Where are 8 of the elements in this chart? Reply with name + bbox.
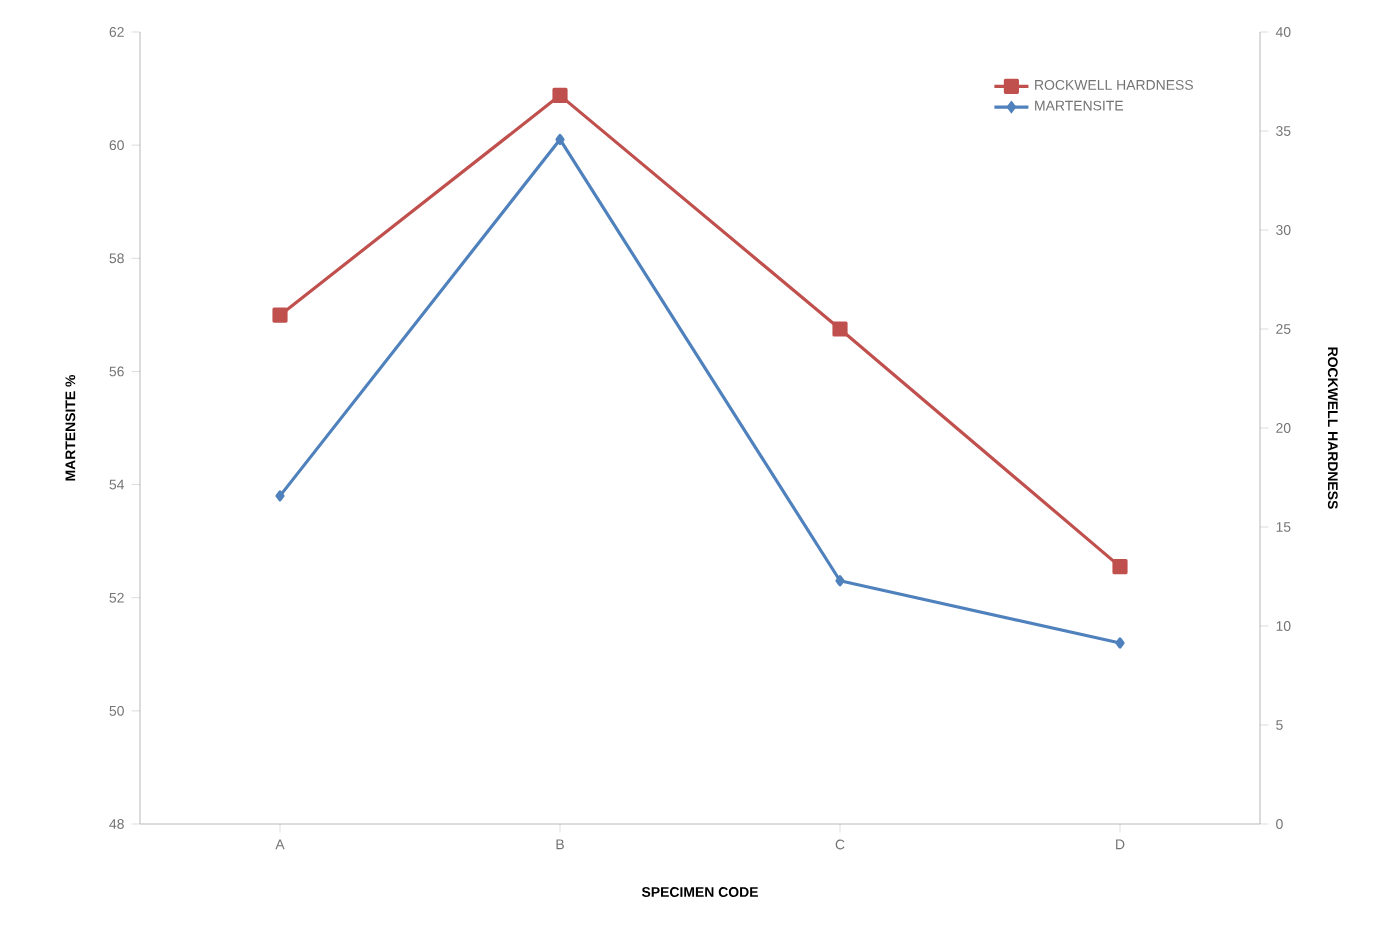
point [555,133,565,146]
point [832,321,848,337]
point [835,575,845,587]
point [552,87,568,103]
point [1115,637,1125,649]
point [275,490,285,502]
point [1112,559,1128,575]
point [272,307,288,323]
